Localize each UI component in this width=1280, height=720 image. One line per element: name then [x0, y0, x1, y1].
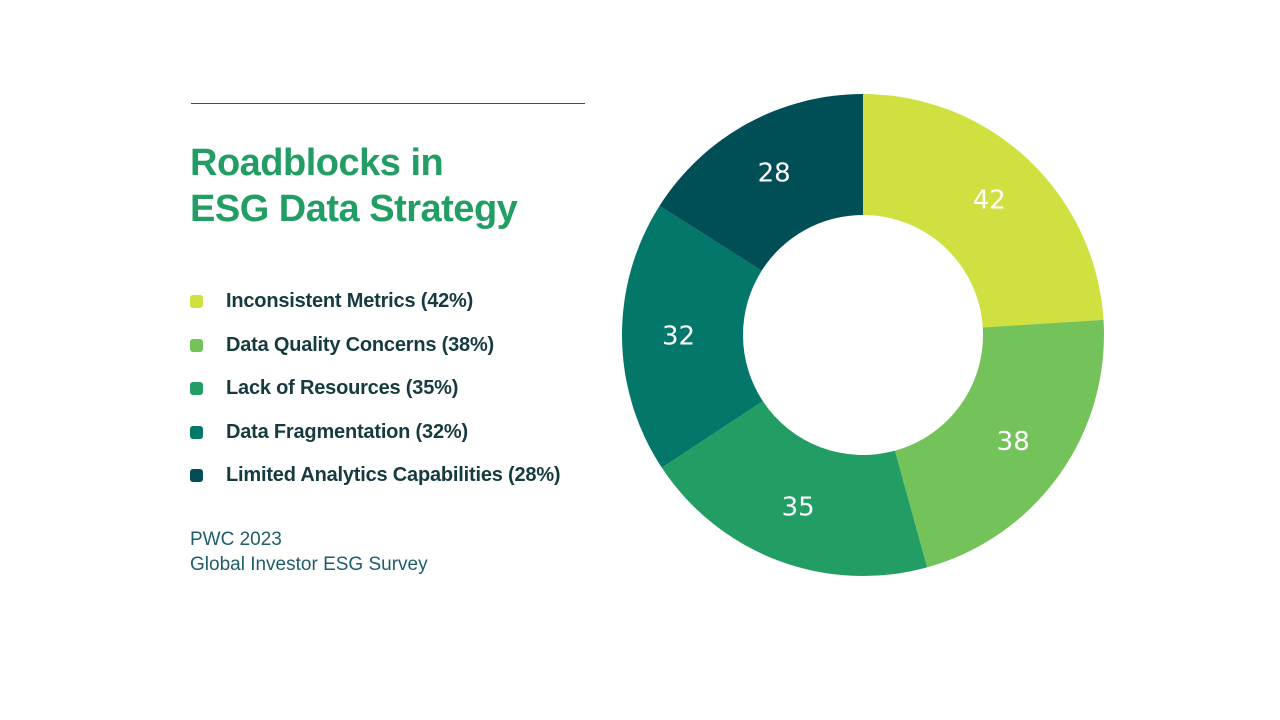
- donut-slice: [622, 205, 763, 468]
- legend-swatch: [190, 382, 203, 396]
- chart-legend: Inconsistent Metrics (42%) Data Quality …: [190, 280, 561, 498]
- slice-value-label: 38: [997, 427, 1030, 457]
- source-line-1: PWC 2023: [190, 529, 282, 550]
- source-citation: PWC 2023 Global Investor ESG Survey: [190, 527, 428, 577]
- legend-item: Lack of Resources (35%): [190, 367, 560, 411]
- legend-swatch: [190, 425, 203, 439]
- legend-item: Data Fragmentation (32%): [190, 411, 560, 455]
- source-line-2: Global Investor ESG Survey: [190, 554, 428, 575]
- legend-item: Data Quality Concerns (38%): [190, 324, 560, 368]
- legend-swatch: [190, 338, 203, 352]
- legend-label: Lack of Resources (35%): [226, 377, 459, 400]
- header-divider: [191, 103, 585, 104]
- legend-label: Inconsistent Metrics (42%): [226, 290, 474, 313]
- legend-item: Limited Analytics Capabilities (28%): [190, 454, 561, 498]
- legend-swatch: [190, 469, 203, 483]
- slice-value-label: 32: [662, 322, 695, 352]
- donut-slice: [863, 94, 1104, 328]
- chart-title-line-2: ESG Data Strategy: [190, 188, 518, 230]
- donut-slice: [894, 319, 1104, 568]
- donut-slices: [622, 94, 1104, 577]
- chart-title: Roadblocks in ESG Data Strategy: [190, 140, 518, 232]
- slice-value-label: 42: [973, 186, 1006, 216]
- legend-label: Data Quality Concerns (38%): [226, 333, 495, 356]
- chart-title-line-1: Roadblocks in: [190, 142, 444, 184]
- donut-slice: [661, 401, 928, 577]
- legend-swatch: [190, 295, 203, 309]
- slice-value-label: 35: [782, 493, 815, 523]
- legend-label: Limited Analytics Capabilities (28%): [226, 464, 561, 487]
- legend-item: Inconsistent Metrics (42%): [190, 280, 560, 324]
- legend-label: Data Fragmentation (32%): [226, 420, 468, 443]
- donut-slice: [659, 94, 863, 271]
- slice-value-label: 28: [758, 158, 791, 188]
- donut-labels: 42 38 35 32 28: [662, 158, 1030, 522]
